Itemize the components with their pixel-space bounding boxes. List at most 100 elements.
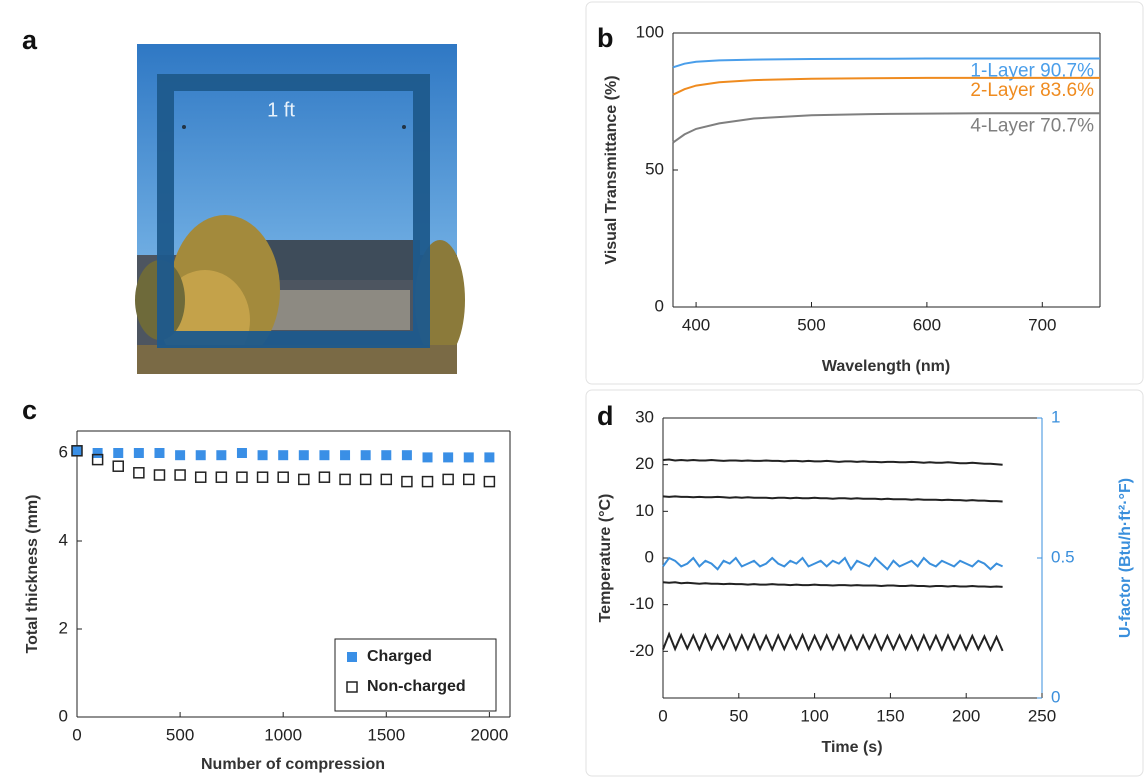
y2-tick-label: 0.5 — [1051, 547, 1075, 566]
data-point — [175, 450, 186, 461]
data-line — [662, 631, 1004, 653]
y-tick-label: 0 — [59, 706, 68, 725]
data-point — [113, 448, 124, 458]
y-tick-label: 20 — [635, 454, 654, 473]
y-tick-label: 4 — [59, 530, 68, 549]
data-point — [256, 471, 269, 483]
y2-tick-label: 1 — [1051, 407, 1060, 426]
x-tick-label: 50 — [729, 706, 748, 725]
data-point — [483, 475, 496, 488]
x-tick-label: 150 — [876, 706, 904, 725]
data-point — [421, 475, 434, 488]
data-point — [319, 450, 330, 461]
data-point — [257, 450, 268, 461]
data-point — [298, 473, 310, 486]
x-tick-label: 200 — [952, 706, 980, 725]
x-tick-label: 500 — [797, 315, 825, 334]
data-point — [277, 471, 289, 483]
y-tick-label: -10 — [629, 594, 654, 613]
y-tick-label: 0 — [655, 296, 664, 315]
panel-label: c — [22, 395, 37, 425]
panel-label: d — [597, 401, 614, 431]
legend-marker — [347, 652, 357, 662]
data-point — [443, 452, 454, 463]
photo-annotation: 1 ft — [267, 99, 295, 121]
data-point — [278, 450, 289, 461]
data-point — [133, 467, 145, 479]
y-axis-label: Temperature (°C) — [597, 494, 614, 623]
y-tick-label: 50 — [645, 159, 664, 178]
x-tick-label: 700 — [1028, 315, 1056, 334]
y2-tick-label: 0 — [1051, 687, 1060, 706]
series-label: 4-Layer 70.7% — [970, 115, 1094, 136]
x-tick-label: 400 — [682, 315, 710, 334]
data-point — [484, 452, 495, 463]
x-tick-label: 0 — [72, 725, 81, 744]
x-axis-label: Number of compression — [201, 756, 385, 773]
data-point — [236, 448, 247, 458]
data-point — [401, 475, 413, 488]
y-tick-label: 10 — [635, 501, 654, 520]
x-axis-label: Time (s) — [821, 739, 882, 756]
data-point — [72, 445, 82, 456]
data-point — [463, 473, 475, 486]
data-point — [194, 471, 207, 483]
y-axis-label: Visual Transmittance (%) — [603, 75, 620, 264]
data-point — [215, 471, 228, 483]
data-point — [463, 452, 474, 463]
x-tick-label: 600 — [913, 315, 941, 334]
y-tick-label: 6 — [59, 442, 68, 461]
data-point — [422, 452, 433, 463]
legend-label: Charged — [367, 648, 432, 665]
x-tick-label: 1500 — [367, 725, 405, 744]
y-tick-label: 100 — [636, 22, 664, 41]
data-line — [662, 556, 1004, 572]
y-tick-label: 30 — [635, 407, 654, 426]
data-point — [71, 445, 83, 457]
data-point — [195, 450, 206, 461]
panel-frame — [585, 1, 1144, 385]
series-label: 2-Layer 83.6% — [970, 80, 1094, 101]
data-point — [216, 450, 227, 461]
y-tick-label: -20 — [629, 641, 654, 660]
data-line — [662, 581, 1003, 588]
data-point — [381, 450, 392, 461]
y-tick-label: 0 — [645, 547, 654, 566]
x-tick-label: 1000 — [264, 725, 302, 744]
x-tick-label: 250 — [1028, 706, 1056, 725]
data-point — [340, 450, 351, 461]
panel-label: b — [597, 23, 614, 53]
x-tick-label: 500 — [166, 725, 194, 744]
x-tick-label: 0 — [658, 706, 667, 725]
data-point — [360, 450, 371, 461]
x-tick-label: 2000 — [470, 725, 508, 744]
data-line — [672, 76, 1100, 96]
data-point — [112, 460, 124, 472]
data-point — [298, 450, 309, 461]
legend-box — [334, 638, 497, 712]
data-line — [672, 57, 1100, 69]
data-point — [339, 473, 351, 486]
series-label: 1-Layer 90.7% — [970, 60, 1094, 81]
data-point — [133, 448, 144, 458]
data-line — [672, 112, 1100, 144]
data-point — [153, 469, 166, 481]
data-point — [174, 469, 186, 481]
legend-marker — [346, 681, 358, 693]
legend-label: Non-charged — [367, 678, 466, 695]
y-axis-label: Total thickness (mm) — [24, 495, 41, 654]
photo: 1 ft — [135, 44, 465, 374]
y2-axis-label: U-factor (Btu/h·ft²·°F) — [1117, 478, 1134, 638]
data-point — [401, 450, 412, 461]
panel-frame — [585, 389, 1144, 777]
data-point — [154, 448, 165, 458]
panel-label: a — [22, 25, 38, 55]
data-point — [92, 448, 103, 458]
data-point — [359, 473, 372, 486]
data-point — [236, 471, 248, 483]
data-point — [91, 453, 104, 466]
y-tick-label: 2 — [59, 618, 68, 637]
data-point — [318, 471, 331, 483]
data-point — [442, 473, 454, 486]
